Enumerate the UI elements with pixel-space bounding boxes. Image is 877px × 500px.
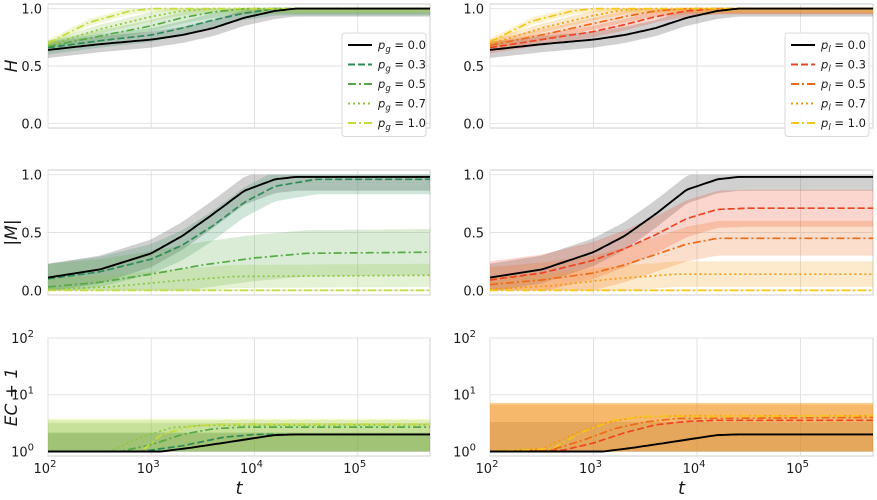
band-p0.7: [48, 8, 430, 50]
line-p0.5: [490, 416, 873, 453]
line-p0.3: [490, 419, 873, 453]
x-tick-label: 103: [137, 459, 160, 477]
legend-label-p0.0: pg = 0.0: [377, 38, 426, 55]
legend-label-p0.5: pl = 0.5: [820, 77, 866, 94]
band-p0.3: [48, 8, 430, 55]
data-layer: [48, 418, 430, 453]
data-layer: [490, 174, 873, 292]
band-p1.0: [490, 402, 873, 452]
y-tick-label: 1.0: [21, 3, 42, 18]
line-p0.3: [48, 178, 430, 280]
line-p0.5: [48, 426, 430, 453]
line-p0.0: [48, 175, 430, 279]
band-p1.0: [48, 289, 430, 291]
y-tick-label: 0.0: [21, 284, 42, 299]
y-tick-label: 0.5: [463, 227, 484, 242]
legend-label-p0.3: pl = 0.3: [820, 58, 866, 75]
x-axis-label: t: [235, 478, 243, 499]
line-p0.0: [48, 7, 430, 51]
x-tick-label: 103: [579, 459, 602, 477]
panel-M-g: 0.0 0.5 1.0 |M|: [2, 169, 431, 299]
y-tick-label: 0.0: [463, 284, 484, 299]
legend-label-p0.0: pl = 0.0: [820, 38, 866, 55]
legend-label-p1.0: pl = 1.0: [820, 116, 866, 133]
panel-H-l: 0.00.51.0pl = 0.0pl = 0.3pl = 0.5pl = 0.…: [463, 3, 874, 137]
band-p0.3: [490, 8, 873, 54]
legend-label-p0.7: pl = 0.7: [820, 97, 866, 114]
y-axis-label-EC: EC + 1: [2, 368, 22, 426]
band-p0.3: [48, 432, 430, 452]
data-layer: [48, 174, 430, 292]
line-p0.0: [490, 175, 873, 279]
legend-label-p0.7: pg = 0.7: [377, 97, 426, 114]
line-p0.3: [490, 207, 873, 281]
x-tick-label: 104: [240, 459, 263, 477]
x-axis-label: t: [678, 478, 686, 499]
legend-label-p0.5: pg = 0.5: [377, 77, 426, 94]
y-tick-label: 101: [11, 386, 34, 404]
line-p0.0: [48, 433, 430, 453]
y-tick-label: 0.5: [21, 227, 42, 242]
y-tick-label: 1.0: [463, 3, 484, 18]
band-p0.5: [48, 8, 430, 53]
line-p0.5: [48, 251, 430, 288]
data-layer: [490, 7, 873, 59]
y-tick-label: 102: [453, 329, 476, 347]
y-tick-label: 100: [11, 442, 34, 460]
y-tick-label: 0.0: [463, 117, 484, 132]
y-tick-label: 102: [11, 329, 34, 347]
y-tick-label: 0.5: [21, 60, 42, 75]
x-tick-label: 105: [786, 459, 809, 477]
x-tick-label: 102: [34, 459, 57, 477]
y-tick-label: 101: [453, 386, 476, 404]
y-tick-label: 1.0: [21, 169, 42, 184]
y-axis-label-M: |M|: [2, 219, 22, 245]
y-axis-label-H: H: [2, 59, 22, 72]
band-p0.3: [490, 189, 873, 291]
band-p0.7: [490, 261, 873, 291]
y-tick-label: 1.0: [463, 169, 484, 184]
line-p0.0: [490, 433, 873, 453]
band-p0.7: [490, 8, 873, 49]
band-p0.0: [490, 174, 873, 291]
band-p0.0: [48, 433, 430, 452]
x-tick-label: 105: [343, 459, 366, 477]
legend-label-p1.0: pg = 1.0: [377, 116, 426, 133]
band-p0.0: [48, 174, 430, 291]
band-p0.3: [48, 174, 430, 291]
y-tick-label: 0.0: [21, 117, 42, 132]
band-p0.0: [48, 8, 430, 59]
panel-EC-g: 100 101 102 EC + 1 102 103 104 105 t: [2, 329, 431, 499]
y-tick-label: 0.5: [463, 60, 484, 75]
line-p1.0: [490, 414, 873, 453]
line-p0.7: [490, 414, 873, 453]
x-tick-label: 104: [683, 459, 706, 477]
legend-g: pg = 0.0 pg = 0.3 pg = 0.5 pg = 0.7 pg = 1.0: [341, 32, 427, 137]
line-p1.0: [48, 423, 430, 453]
line-p0.5: [490, 237, 873, 286]
legend-label-p0.3: pg = 0.3: [377, 58, 426, 75]
band-p0.5: [490, 8, 873, 52]
x-tick-label: 102: [476, 459, 499, 477]
line-p0.7: [48, 423, 430, 453]
panel-EC-l: 100 101 102 102 103 104 105 t: [453, 329, 874, 499]
band-p1.0: [490, 289, 873, 291]
band-p0.5: [48, 423, 430, 452]
line-p0.0: [490, 7, 873, 51]
band-p0.0: [490, 8, 873, 59]
data-layer: [490, 402, 873, 453]
data-layer: [48, 7, 430, 59]
y-tick-label: 100: [453, 442, 476, 460]
legend-l: pl = 0.0 pl = 0.3 pl = 0.5 pl = 0.7 pl = 1.0: [784, 32, 870, 137]
line-p0.7: [48, 274, 430, 291]
panel-M-l: 0.0 0.5 1.0: [463, 169, 874, 299]
